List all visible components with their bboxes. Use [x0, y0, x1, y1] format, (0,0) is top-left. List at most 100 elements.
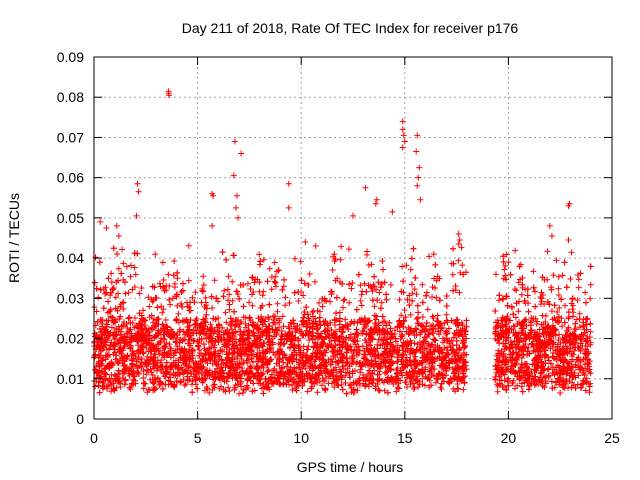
data-point: [401, 306, 408, 313]
data-point: [306, 337, 313, 344]
data-point: [144, 331, 151, 338]
data-point: [404, 383, 411, 390]
data-point: [110, 342, 117, 349]
data-point: [257, 380, 264, 387]
data-point: [131, 315, 138, 322]
data-point: [513, 287, 520, 294]
data-point: [232, 322, 239, 329]
data-point: [143, 371, 150, 378]
data-point: [173, 293, 180, 300]
data-point: [358, 291, 365, 298]
data-point: [587, 281, 594, 288]
data-point: [462, 359, 469, 366]
data-point: [367, 342, 374, 349]
data-point: [282, 294, 289, 301]
data-point: [189, 378, 196, 385]
data-point: [461, 343, 468, 350]
data-point: [126, 384, 133, 391]
data-point: [340, 297, 347, 304]
data-point: [402, 313, 409, 320]
data-point: [223, 360, 230, 367]
data-point: [347, 343, 354, 350]
data-point: [454, 352, 461, 359]
data-point: [537, 343, 544, 350]
data-point: [587, 370, 594, 377]
data-point: [343, 334, 350, 341]
data-point: [309, 336, 316, 343]
data-point: [455, 370, 462, 377]
data-point: [566, 360, 573, 367]
data-point: [130, 376, 137, 383]
data-point: [238, 355, 245, 362]
data-point: [512, 314, 519, 321]
data-point: [299, 355, 306, 362]
data-point: [206, 372, 213, 379]
data-point: [373, 316, 380, 323]
data-point: [230, 349, 237, 356]
data-point: [542, 360, 549, 367]
data-point: [419, 313, 426, 320]
data-point: [533, 378, 540, 385]
data-point: [500, 253, 507, 260]
data-point: [268, 286, 275, 293]
data-point: [342, 369, 349, 376]
data-point: [431, 275, 438, 282]
data-point: [429, 329, 436, 336]
data-point: [369, 370, 376, 377]
data-point: [544, 248, 551, 255]
data-point: [357, 297, 364, 304]
data-point: [432, 261, 439, 268]
data-point: [394, 384, 401, 391]
data-point: [502, 386, 509, 393]
data-point: [280, 359, 287, 366]
data-point: [549, 370, 556, 377]
data-point: [200, 341, 207, 348]
data-point: [283, 381, 290, 388]
data-point: [368, 334, 375, 341]
data-point: [587, 328, 594, 335]
data-point: [226, 291, 233, 298]
data-point: [174, 343, 181, 350]
data-point: [246, 368, 253, 375]
data-point: [557, 358, 564, 365]
data-point: [244, 280, 251, 287]
data-point: [586, 383, 593, 390]
data-point: [413, 291, 420, 298]
data-point: [245, 327, 252, 334]
data-point: [462, 331, 469, 338]
data-point: [446, 379, 453, 386]
data-point: [548, 308, 555, 315]
data-point: [556, 304, 563, 311]
data-point: [244, 330, 251, 337]
data-point: [330, 375, 337, 382]
data-point: [127, 319, 134, 326]
data-point: [575, 284, 582, 291]
data-point: [185, 277, 192, 284]
data-point: [258, 313, 265, 320]
data-point: [336, 326, 343, 333]
data-point: [551, 302, 558, 309]
data-point: [512, 247, 519, 254]
data-point: [121, 381, 128, 388]
data-point: [234, 353, 241, 360]
data-point: [521, 318, 528, 325]
data-point: [545, 365, 552, 372]
data-point: [379, 313, 386, 320]
data-point: [402, 379, 409, 386]
data-point: [299, 372, 306, 379]
data-point: [198, 299, 205, 306]
data-point: [211, 358, 218, 365]
data-point: [164, 351, 171, 358]
data-point: [562, 302, 569, 309]
data-point: [137, 321, 144, 328]
data-point: [345, 246, 352, 253]
data-point: [179, 280, 186, 287]
data-point: [357, 363, 364, 370]
data-point: [521, 297, 528, 304]
data-point: [303, 352, 310, 359]
data-point: [321, 378, 328, 385]
data-point: [292, 334, 299, 341]
data-point: [103, 371, 110, 378]
data-point: [567, 276, 574, 283]
data-point: [115, 265, 122, 272]
